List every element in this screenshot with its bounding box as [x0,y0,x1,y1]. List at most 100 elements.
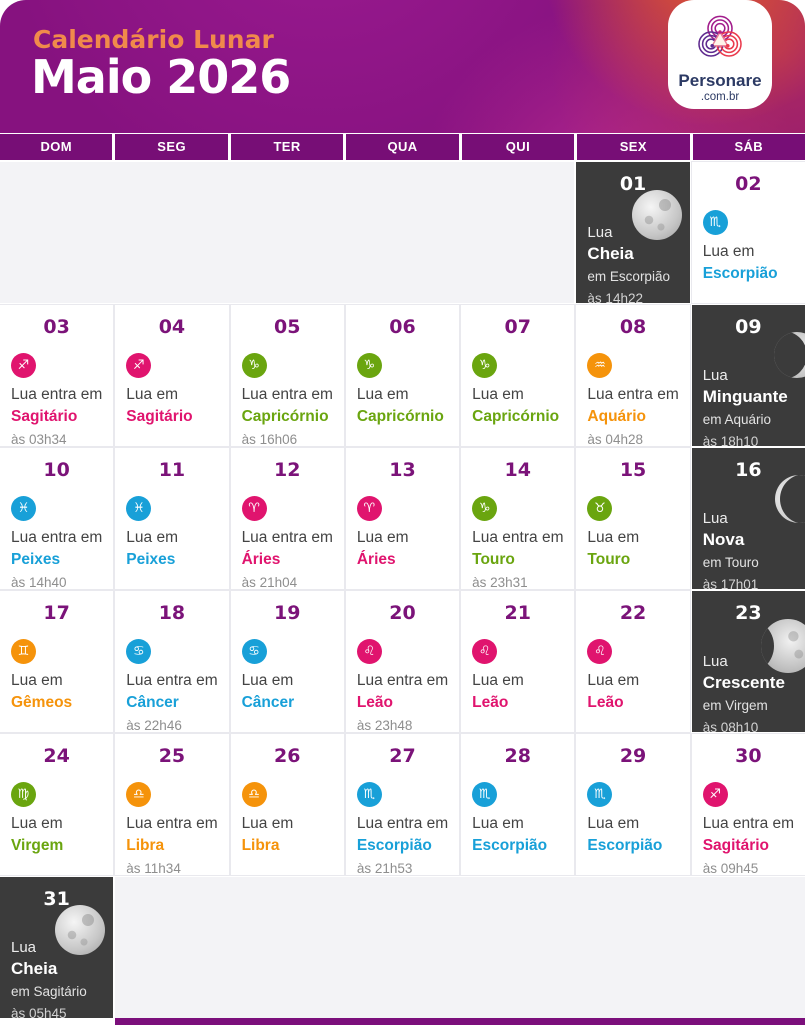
entry-time: às 23h48 [356,718,413,732]
moon-sign-label: Lua entra em [356,672,449,689]
day-number: 25 [158,745,186,767]
day-number: 20 [389,602,416,624]
day-cell-17: 17 ♊ Lua em Gêmeos [0,590,115,733]
sign-name: Libra [241,837,280,854]
entry-time: às 21h04 [241,575,298,589]
sign-name: Escorpião [702,265,778,282]
day-cell-13: 13 ♈ Lua em Áries [344,447,461,590]
moon-waning-image [773,332,805,378]
day-cell-05: 05 ♑ Lua entra em Capricórnio às 16h06 [229,304,345,447]
logo-brand-name: Personare [678,71,762,90]
day-number: 15 [619,459,647,481]
day-cell-29: 29 ♏ Lua em Escorpião [575,733,691,876]
moon-sign-label: Lua entra em [126,815,218,832]
day-number: 12 [273,459,301,481]
day-number: 08 [619,316,647,338]
phase-name: Cheia [587,244,634,263]
phase-time: às 17h01 [702,577,759,589]
day-number: 06 [389,316,416,338]
moon-sign-label: Lua em [587,529,640,546]
sign-name: Sagitário [702,837,770,854]
entry-time: às 03h34 [11,432,67,446]
sign-name: Touro [472,551,515,568]
day-cell-30: 30 ♐ Lua entra em Sagitário às 09h45 [690,733,805,876]
day-number: 04 [158,316,186,338]
day-number: 29 [619,745,647,767]
day-cell-11: 11 ♓ Lua em Peixes [114,447,230,590]
day-cell-27: 27 ♏ Lua entra em Escorpião às 21h53 [344,733,461,876]
phase-lua-label: Lua [587,224,613,241]
header: Calendário Lunar Maio 2026 Personare .co… [0,0,805,133]
phase-sign: em Aquário [702,412,771,427]
day-number: 03 [43,316,70,338]
day-cell-24: 24 ♍ Lua em Virgem [0,733,115,876]
page-title: Maio 2026 [31,50,291,104]
weekday-dom: DOM [0,134,113,160]
zodiac-pisces-icon: ♓ [126,496,152,521]
zodiac-virgo-icon: ♍ [11,782,36,807]
zodiac-sagittarius-icon: ♐ [702,782,728,807]
day-number: 05 [273,316,301,338]
empty-cell [0,162,575,303]
moon-sign-label: Lua em [11,815,63,832]
moon-sign-label: Lua entra em [587,386,679,403]
day-number: 22 [619,602,647,624]
footer-bar [115,1018,805,1025]
day-number: 31 [43,888,70,910]
zodiac-taurus-icon: ♉ [587,496,613,521]
phase-sign: em Escorpião [587,269,670,284]
day-number: 10 [43,459,70,481]
phase-sign: em Touro [702,555,759,570]
day-cell-03: 03 ♐ Lua entra em Sagitário às 03h34 [0,304,115,447]
phase-name: Minguante [702,387,788,406]
moon-sign-label: Lua entra em [126,672,218,689]
entry-time: às 16h06 [241,432,298,446]
sign-name: Escorpião [587,837,663,854]
phase-lua-label: Lua [702,510,728,527]
entry-time: às 09h45 [702,861,759,875]
sign-name: Capricórnio [472,408,560,425]
day-cell-08: 08 ♒ Lua entra em Aquário às 04h28 [575,304,691,447]
moon-sign-label: Lua em [472,672,524,689]
moon-sign-label: Lua em [702,243,755,260]
zodiac-libra-icon: ♎ [241,782,267,807]
day-cell-21: 21 ♌ Lua em Leão [460,590,576,733]
sign-name: Touro [587,551,631,568]
zodiac-sagittarius-icon: ♐ [126,353,152,378]
phase-sign: em Virgem [702,698,768,713]
zodiac-leo-icon: ♌ [356,639,382,664]
moon-sign-label: Lua entra em [356,815,449,832]
day-number: 13 [389,459,416,481]
zodiac-leo-icon: ♌ [472,639,498,664]
weekday-header-row: DOM SEG TER QUA QUI SEX SÁB [0,134,805,160]
day-cell-07: 07 ♑ Lua em Capricórnio [460,304,576,447]
entry-time: às 23h31 [472,575,528,589]
phase-time: às 18h10 [702,434,759,446]
day-cell-02: 02 ♏ Lua em Escorpião [690,161,805,304]
zodiac-cancer-icon: ♋ [241,639,267,664]
entry-time: às 21h53 [356,861,413,875]
moon-sign-label: Lua em [587,672,640,689]
day-cell-25: 25 ♎ Lua entra em Libra às 11h34 [114,733,230,876]
personare-logo: Personare .com.br [668,0,772,109]
zodiac-aries-icon: ♈ [356,496,382,521]
empty-cell [115,877,805,1018]
moon-sign-label: Lua entra em [11,386,103,403]
day-number: 18 [158,602,186,624]
moon-phase-cell-31: 31 Lua Cheia em Sagitário às 05h45 [0,877,114,1018]
moon-sign-label: Lua em [11,672,63,689]
weekday-sex: SEX [577,134,690,160]
sign-name: Sagitário [126,408,193,425]
day-number: 23 [735,602,762,624]
entry-time: às 22h46 [126,718,182,732]
calendar-grid: 01 Lua Cheia em Escorpião às 14h22 02 ♏ Lua em E… [0,161,805,1018]
day-cell-18: 18 ♋ Lua entra em Câncer às 22h46 [114,590,230,733]
moon-sign-label: Lua em [472,815,524,832]
zodiac-libra-icon: ♎ [126,782,152,807]
zodiac-scorpio-icon: ♏ [472,782,498,807]
sign-name: Aquário [587,408,646,425]
day-cell-12: 12 ♈ Lua entra em Áries às 21h04 [229,447,345,590]
sign-name: Leão [472,694,509,711]
day-cell-06: 06 ♑ Lua em Capricórnio [344,304,461,447]
zodiac-cancer-icon: ♋ [126,639,152,664]
